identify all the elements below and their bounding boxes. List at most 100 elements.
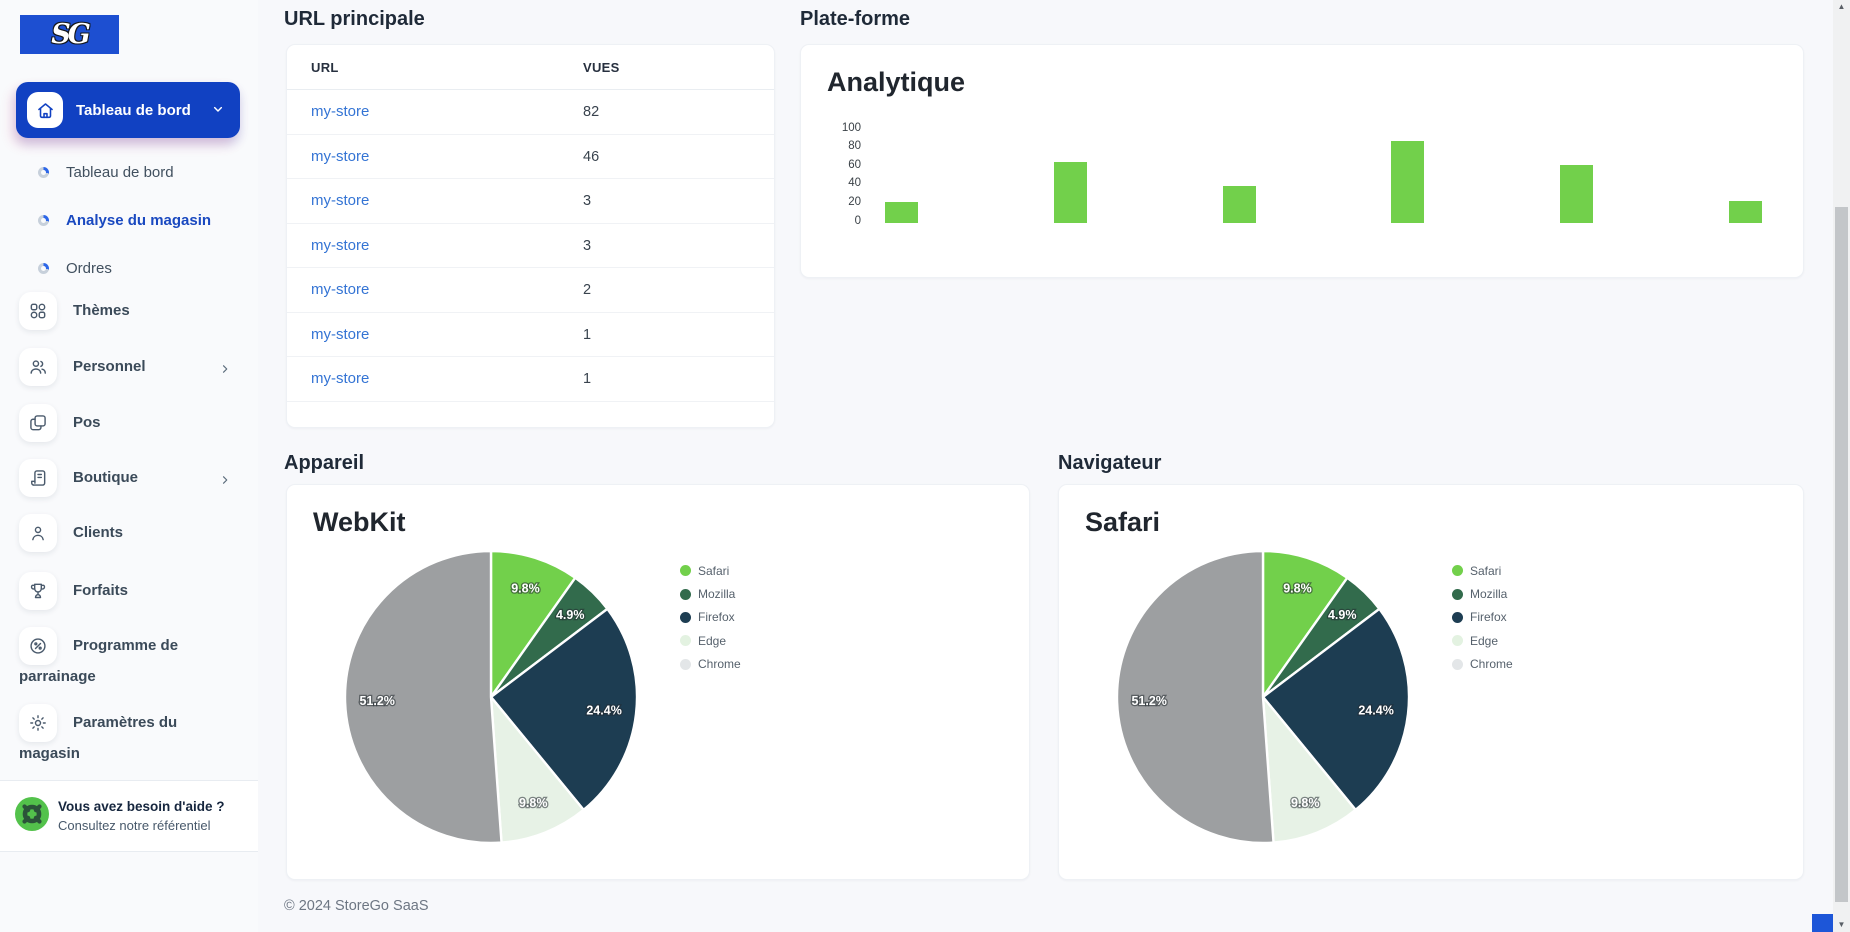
legend-item-safari: Safari	[680, 559, 741, 582]
legend-item-edge: Edge	[680, 629, 741, 652]
legend-item-mozilla: Mozilla	[1452, 582, 1513, 605]
pie-slice-chrome	[343, 549, 503, 845]
url-link[interactable]: my-store	[311, 281, 370, 298]
sidebar-item-label: Programme de parrainage	[19, 637, 179, 685]
legend-marker-icon	[1452, 658, 1463, 670]
table-row: my-store 3	[287, 179, 774, 224]
pie-slice-edge	[1261, 695, 1357, 844]
sidebar-item-themes[interactable]: Thèmes	[0, 292, 258, 330]
pie-value-label: 4.9%	[556, 608, 585, 622]
pie-value-label: 9.8%	[1283, 581, 1312, 595]
sidebar-item-clients[interactable]: Clients	[0, 514, 258, 552]
views-value: 1	[583, 326, 592, 343]
url-link[interactable]: my-store	[311, 370, 370, 387]
pie-value-label: 9.8%	[511, 581, 540, 595]
pie-chart: 9.8% 4.9% 24.4% 9.8% 51.2%	[343, 549, 639, 845]
sidebar-submenu-item-analyse-du-magasin[interactable]: Analyse du magasin	[0, 196, 258, 244]
legend-label: Chrome	[698, 657, 741, 672]
help-box[interactable]: Vous avez besoin d'aide ? Consultez notr…	[0, 780, 258, 852]
help-title: Vous avez besoin d'aide ?	[58, 799, 225, 814]
legend-item-mozilla: Mozilla	[680, 582, 741, 605]
sidebar-item-label: Forfaits	[73, 582, 129, 599]
url-link[interactable]: my-store	[311, 236, 370, 254]
table-row: my-store 3	[287, 224, 774, 268]
sidebar-item-pos[interactable]: Pos	[0, 404, 258, 442]
pie-chart: 9.8% 4.9% 24.4% 9.8% 51.2%	[1115, 549, 1411, 845]
active-item-label: Tableau de bord	[76, 101, 191, 119]
corner-widget[interactable]	[1812, 914, 1833, 932]
bar	[885, 202, 918, 223]
bar	[1222, 185, 1256, 223]
grid-icon	[19, 292, 57, 330]
sidebar-submenu-item-ordres[interactable]: Ordres	[0, 244, 258, 292]
legend-marker-icon	[680, 658, 691, 670]
status-dot-icon	[38, 214, 49, 226]
table-row: my-store 82	[287, 90, 774, 135]
bar	[1053, 162, 1087, 223]
bar-chart-title: Analytique	[827, 67, 966, 97]
legend-label: Safari	[698, 563, 730, 578]
sidebar-item-personnel[interactable]: Personnel	[0, 348, 258, 386]
legend-item-firefox: Firefox	[1452, 606, 1513, 629]
section-title-platform: Plate-forme	[800, 8, 911, 30]
legend-marker-icon	[1452, 635, 1463, 647]
views-value: 1	[583, 371, 592, 387]
column-header-views: VUES	[583, 60, 620, 75]
user-icon	[19, 514, 57, 552]
top-url-card: URL VUES my-store 82 my-store 46 my-stor…	[286, 44, 775, 428]
sidebar-item-tableau-de-bord[interactable]: Tableau de bord	[16, 82, 240, 138]
legend-marker-icon	[680, 588, 691, 600]
sidebar-item-programme-de-parrainage[interactable]: Programme de parrainage	[0, 627, 258, 689]
legend-label: Mozilla	[1470, 587, 1508, 602]
sidebar-item-boutique[interactable]: Boutique	[0, 459, 258, 497]
legend-label: Safari	[1470, 563, 1502, 578]
sidebar-item-label: Paramètres du magasin	[19, 714, 178, 762]
y-axis-tick: 60	[848, 158, 861, 171]
pie-slice-safari	[1261, 549, 1349, 699]
y-axis-tick: 20	[848, 195, 861, 208]
column-header-url: URL	[311, 60, 339, 75]
scroll-down-arrow[interactable]: ▼	[1837, 920, 1846, 929]
bar	[1560, 165, 1594, 223]
table-row: my-store 2	[287, 268, 774, 313]
legend-label: Firefox	[1470, 610, 1507, 625]
logo-monogram: SG	[51, 19, 91, 50]
scrollbar: ▲ ▼	[1833, 0, 1850, 932]
brand-logo[interactable]: SG	[20, 15, 119, 54]
scrollbar-thumb[interactable]	[1835, 207, 1848, 902]
bar	[1729, 200, 1762, 223]
sidebar-item-label: Pos	[73, 414, 101, 431]
section-title-browser: Navigateur	[1058, 452, 1162, 474]
legend-item-chrome: Chrome	[1452, 653, 1513, 676]
chart-legend: Safari Mozilla Firefox Edge Chrome	[680, 559, 741, 676]
url-link[interactable]: my-store	[311, 103, 370, 120]
sidebar-submenu-item-tableau-de-bord[interactable]: Tableau de bord	[0, 148, 258, 196]
legend-label: Firefox	[698, 610, 735, 625]
url-link[interactable]: my-store	[311, 192, 370, 209]
platform-card: Analytique 100 80 60 40 20 0	[800, 44, 1804, 278]
life-buoy-icon	[14, 796, 50, 837]
table-row: my-store 1	[287, 357, 774, 402]
legend-marker-icon	[680, 565, 691, 577]
status-dot-icon	[38, 262, 49, 274]
url-link[interactable]: my-store	[311, 147, 370, 165]
scroll-icon	[19, 459, 57, 497]
sidebar-item-parametres-du-magasin[interactable]: Paramètres du magasin	[0, 704, 258, 766]
legend-marker-icon	[1452, 565, 1463, 577]
pie-value-label: 9.8%	[519, 796, 548, 810]
views-value: 2	[583, 282, 592, 298]
bar	[1391, 140, 1425, 223]
legend-marker-icon	[680, 611, 691, 623]
users-icon	[19, 348, 57, 386]
legend-item-firefox: Firefox	[680, 606, 741, 629]
device-card: WebKit 9.8% 4.9% 24.4% 9.8% 51.2% Safari Mozi…	[286, 484, 1030, 880]
pie-value-label: 24.4%	[586, 703, 621, 717]
submenu-item-label: Tableau de bord	[66, 163, 174, 181]
sidebar-item-forfaits[interactable]: Forfaits	[0, 572, 258, 610]
home-icon	[27, 92, 63, 128]
gear-icon	[19, 704, 57, 742]
chevron-right-icon	[218, 471, 232, 495]
sidebar-submenu: Tableau de bord Analyse du magasin Ordre…	[0, 148, 258, 292]
url-link[interactable]: my-store	[311, 325, 370, 343]
scroll-up-arrow[interactable]: ▲	[1837, 2, 1846, 11]
